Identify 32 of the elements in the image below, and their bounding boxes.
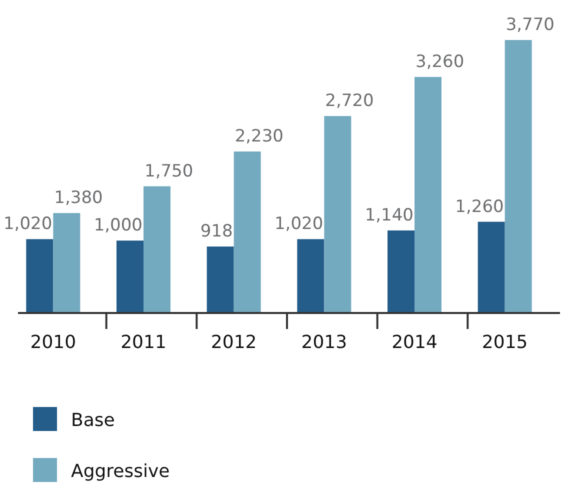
legend-label: Base: [71, 410, 115, 431]
bar: [478, 222, 505, 313]
bar: [414, 76, 442, 313]
bar: [26, 239, 54, 313]
data-label: 1,260: [455, 196, 504, 217]
x-tick-label: 2010: [30, 332, 76, 353]
x-tick-label: 2014: [392, 332, 438, 353]
data-label: 1,020: [3, 214, 52, 234]
bar: [206, 246, 234, 313]
x-tick-label: 2012: [210, 332, 257, 353]
bar: [324, 116, 352, 313]
data-label: 1,140: [364, 205, 414, 226]
data-label: 1,380: [54, 188, 103, 208]
x-tick-label: 2013: [301, 332, 348, 353]
bar: [234, 152, 261, 313]
bar: [504, 40, 532, 313]
bar: [53, 213, 80, 313]
bar: [388, 230, 414, 313]
x-tick-label: 2011: [120, 332, 166, 353]
data-label: 1,020: [274, 214, 324, 234]
data-label: 2,720: [325, 91, 374, 112]
data-label: 3,770: [506, 15, 555, 35]
data-label: 2,230: [234, 126, 284, 147]
bar: [297, 239, 324, 313]
bar: [144, 186, 170, 313]
legend-label: Aggressive: [71, 461, 170, 482]
data-label: 1,750: [144, 161, 194, 182]
data-label: 3,260: [416, 52, 464, 72]
data-label: 918: [200, 222, 233, 242]
x-tick-label: 2015: [482, 332, 528, 353]
bar: [116, 240, 144, 313]
data-label: 1,000: [94, 216, 142, 236]
